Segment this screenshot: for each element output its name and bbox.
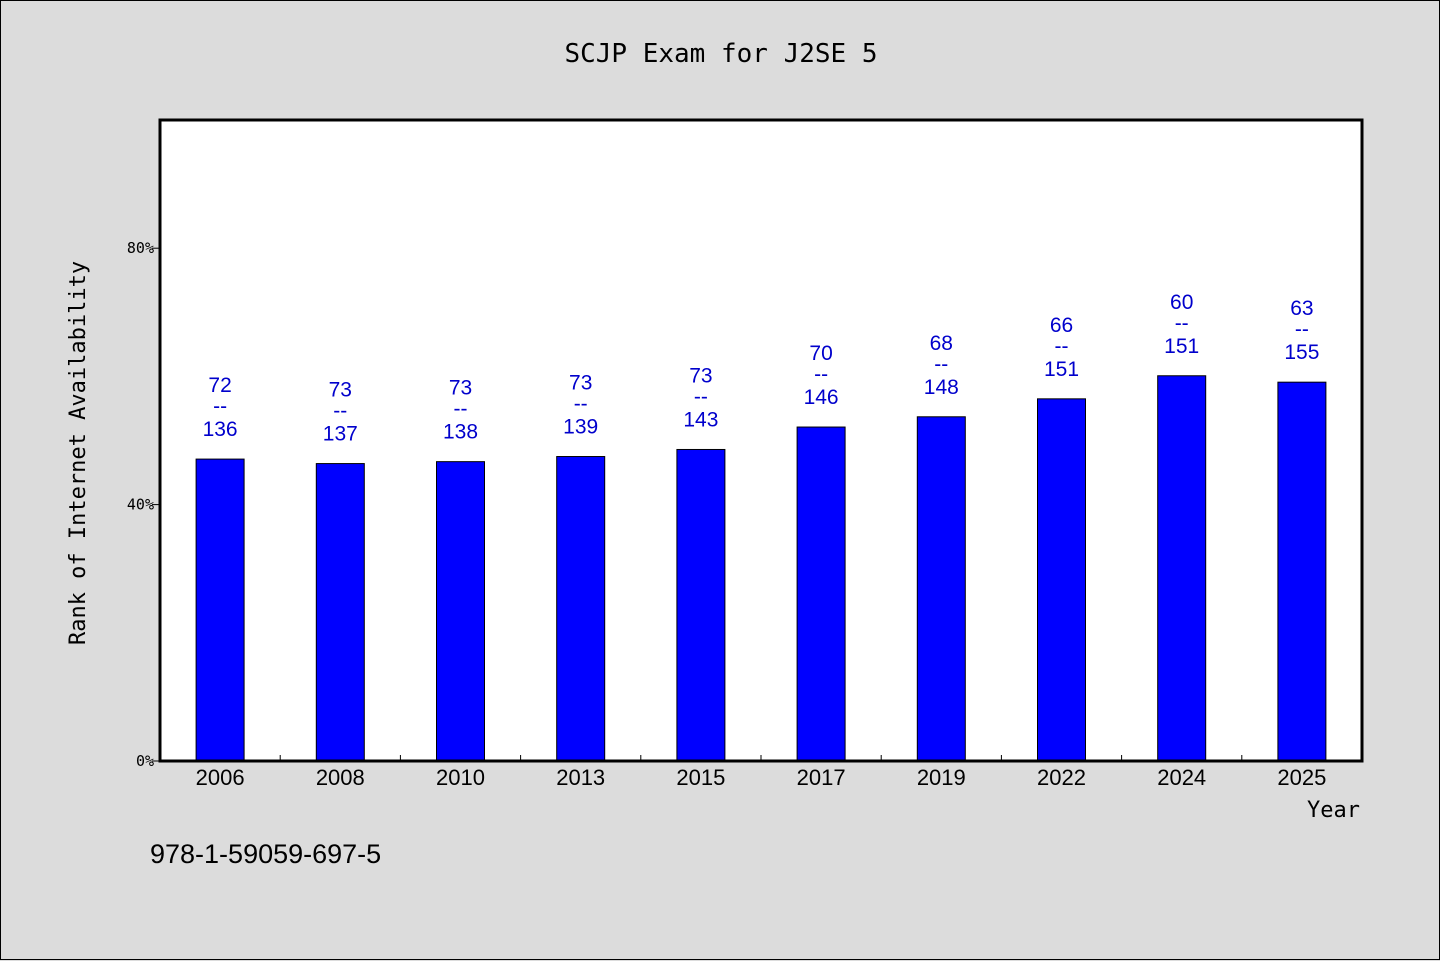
data-label-rank: 73 — [689, 364, 712, 387]
data-label-total: 143 — [683, 408, 718, 431]
x-tick-label: 2024 — [1157, 765, 1206, 790]
bar-2013 — [556, 456, 606, 762]
x-tick-label: 2019 — [917, 765, 966, 790]
data-label-rank: 73 — [569, 372, 592, 395]
bar-2006 — [195, 458, 245, 762]
bar-2022 — [1037, 398, 1086, 762]
data-label-total: 155 — [1284, 341, 1319, 364]
data-label-rank: 73 — [449, 377, 472, 400]
x-axis-title: Year — [1307, 798, 1360, 823]
data-label-rank: 63 — [1290, 297, 1313, 320]
data-label-total: 136 — [203, 418, 238, 441]
bar-2010 — [436, 461, 485, 762]
plot-border — [158, 118, 1364, 763]
data-label-total: 138 — [443, 421, 478, 444]
data-label-separator: -- — [694, 385, 708, 408]
data-label-rank: 60 — [1170, 291, 1193, 314]
data-labels-group: 200672--136200873--137201073--138201373-… — [196, 291, 1327, 790]
x-tick-label: 2008 — [316, 765, 365, 790]
data-label-rank: 73 — [329, 379, 352, 402]
bar-2019 — [916, 416, 966, 762]
data-label-separator: -- — [454, 398, 468, 421]
bar-2015 — [676, 448, 726, 762]
data-label-total: 137 — [323, 423, 358, 446]
chart-title: SCJP Exam for J2SE 5 — [564, 39, 877, 69]
bars-group — [195, 375, 1327, 762]
bar-2017 — [796, 426, 846, 762]
y-tick-label: 0% — [136, 752, 154, 770]
data-label-separator: -- — [574, 393, 588, 416]
data-label-separator: -- — [814, 363, 828, 386]
y-axis-title: Rank of Internet Availability — [66, 261, 91, 645]
x-tick-label: 2015 — [676, 765, 725, 790]
x-tick-label: 2006 — [196, 765, 245, 790]
data-label-total: 151 — [1164, 335, 1199, 358]
x-tick-label: 2022 — [1037, 765, 1086, 790]
data-label-separator: -- — [1175, 312, 1189, 335]
bar-2024 — [1157, 375, 1207, 762]
x-tick-label: 2010 — [436, 765, 485, 790]
x-tick-label: 2013 — [556, 765, 605, 790]
x-tick-label: 2017 — [797, 765, 846, 790]
data-label-total: 151 — [1044, 358, 1079, 381]
data-label-separator: -- — [1295, 318, 1309, 341]
bar-2008 — [315, 463, 365, 762]
data-label-separator: -- — [1055, 335, 1069, 358]
y-tick-label: 40% — [127, 496, 154, 514]
y-tick-label: 80% — [127, 239, 154, 257]
data-label-total: 148 — [924, 376, 959, 399]
data-label-rank: 66 — [1050, 314, 1073, 337]
data-label-rank: 68 — [930, 332, 953, 355]
data-label-total: 139 — [563, 416, 598, 439]
data-label-total: 146 — [804, 386, 839, 409]
data-label-separator: -- — [333, 400, 347, 423]
x-tick-label: 2025 — [1277, 765, 1326, 790]
data-label-rank: 70 — [809, 342, 832, 365]
bar-2025 — [1277, 381, 1327, 762]
data-label-rank: 72 — [208, 374, 231, 397]
data-label-separator: -- — [213, 395, 227, 418]
isbn-text: 978-1-59059-697-5 — [150, 839, 381, 869]
data-label-separator: -- — [934, 353, 948, 376]
